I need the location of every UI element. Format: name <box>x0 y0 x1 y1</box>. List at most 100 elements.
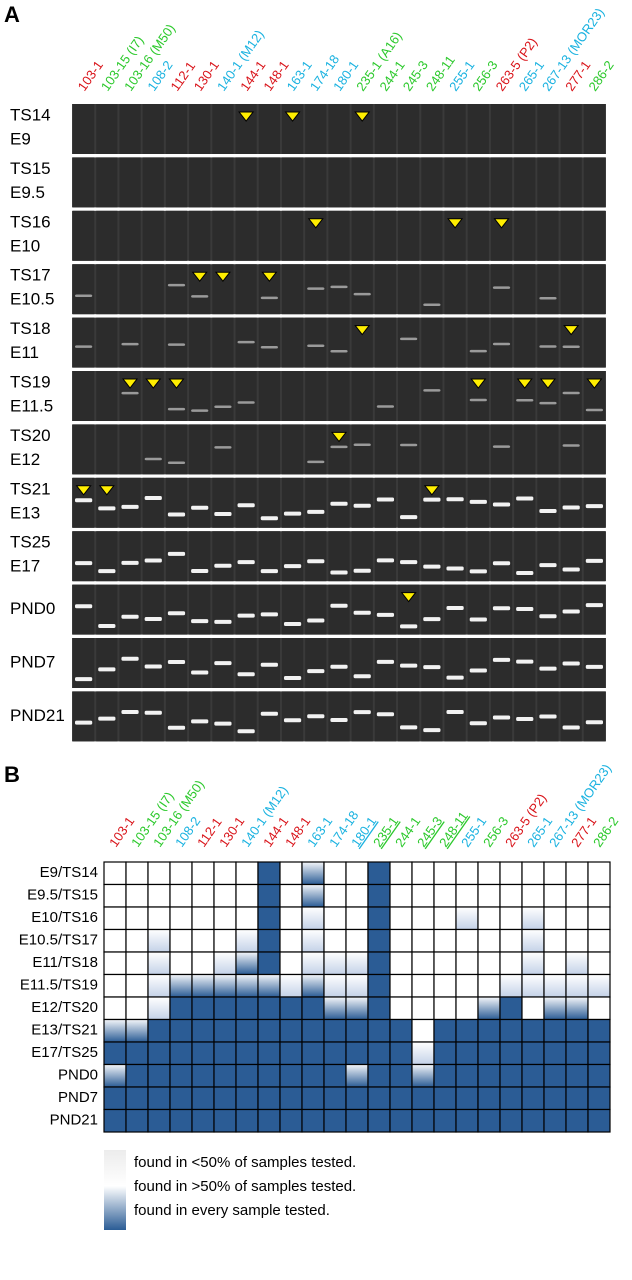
heatmap-cell <box>499 1018 523 1043</box>
row-label: TS15 <box>10 159 51 178</box>
heatmap-cell <box>345 1041 369 1066</box>
heatmap-cell <box>125 883 149 908</box>
gel-lane <box>444 210 466 261</box>
arrowhead <box>539 378 556 389</box>
heatmap-cell <box>587 928 611 953</box>
heatmap-cell <box>543 1086 567 1111</box>
gel-band <box>562 444 580 447</box>
heatmap-cell <box>587 1108 611 1133</box>
arrowhead <box>330 431 348 443</box>
gel-lane <box>467 157 489 208</box>
heatmap-cell <box>477 906 501 931</box>
gel-lane <box>444 371 466 421</box>
heatmap-cell <box>169 1041 193 1066</box>
gel-lane <box>235 477 257 528</box>
gel-lane <box>73 638 95 688</box>
gel-lane <box>328 104 350 154</box>
heatmap-cell <box>103 1108 127 1133</box>
arrowhead <box>214 271 231 283</box>
heatmap-cell <box>323 1018 347 1043</box>
gel-band <box>446 710 464 715</box>
gel-lane <box>73 104 95 154</box>
heatmap-cell <box>103 1063 127 1088</box>
gel-lane <box>142 371 164 421</box>
gel-lane <box>398 210 420 261</box>
heatmap-cell <box>433 1041 457 1066</box>
row-label: E11/TS18 <box>32 954 98 971</box>
gel-lane <box>560 210 582 261</box>
gel-lane <box>467 371 489 421</box>
gel-lane <box>421 424 443 475</box>
gel-lane <box>374 210 397 261</box>
heatmap-cell <box>147 861 171 886</box>
gel-band <box>237 560 255 565</box>
heatmap-cell <box>323 1063 347 1088</box>
heatmap-cell <box>455 861 479 886</box>
gel-lane <box>351 264 373 315</box>
gel-lane <box>514 210 536 261</box>
heatmap-cell <box>587 1041 611 1066</box>
gel-band <box>376 558 395 563</box>
gel-band <box>423 497 441 502</box>
heatmap-cell <box>565 883 589 908</box>
gel-band <box>214 619 232 624</box>
gel-lane <box>328 638 350 688</box>
gel-band <box>353 292 371 296</box>
heatmap-cell <box>411 1108 435 1133</box>
gel-band <box>353 503 371 508</box>
heatmap-cell <box>191 1086 215 1111</box>
gel-lane <box>374 264 397 315</box>
heatmap-cell <box>301 883 325 908</box>
gel-band <box>260 296 278 300</box>
gel-band <box>539 614 557 619</box>
gel-lane <box>351 638 373 688</box>
gel-lane <box>398 157 420 208</box>
gel-band <box>562 609 580 614</box>
heatmap-cell <box>257 1086 281 1111</box>
gel-lane <box>421 531 443 582</box>
gel-lane <box>119 638 141 688</box>
gel-band <box>260 711 278 716</box>
heatmap-cell <box>521 883 545 908</box>
heatmap-cell <box>169 996 193 1021</box>
heatmap-cell <box>257 951 281 976</box>
heatmap-cell <box>587 996 611 1021</box>
gel-band <box>121 504 139 509</box>
gel-band <box>214 661 232 666</box>
gel-lane <box>235 584 257 635</box>
heatmap-cell <box>103 973 127 998</box>
heatmap-cell <box>147 996 171 1021</box>
heatmap-cell <box>389 973 413 998</box>
arrowhead <box>261 271 278 283</box>
heatmap-cell <box>499 906 523 931</box>
gel-lane <box>165 424 188 475</box>
row-label: TS20 <box>10 426 51 445</box>
heatmap-cell <box>213 1086 237 1111</box>
heatmap-cell <box>147 883 171 908</box>
heatmap-cell <box>257 1018 281 1043</box>
gel-band <box>283 675 302 680</box>
gel-band <box>144 664 162 669</box>
gel-lane <box>398 477 420 528</box>
heatmap-cell <box>411 996 435 1021</box>
gel-band <box>167 461 186 465</box>
gel-lane <box>374 317 397 368</box>
heatmap-cell <box>191 1108 215 1133</box>
gel-band <box>376 497 395 502</box>
gel-lane <box>212 584 234 635</box>
gel-band <box>446 605 464 610</box>
heatmap-cell <box>521 861 545 886</box>
gel-lane <box>421 317 443 368</box>
heatmap-cell <box>125 1086 149 1111</box>
heatmap-cell <box>565 928 589 953</box>
heatmap-cell <box>367 906 391 931</box>
gel-lane <box>444 477 466 528</box>
row-label: TS17 <box>10 266 51 285</box>
heatmap-cell <box>411 1063 435 1088</box>
gel-lane <box>514 531 536 582</box>
heatmap-cell <box>587 1086 611 1111</box>
gel-band <box>539 714 557 719</box>
heatmap-cell <box>543 1108 567 1133</box>
gel-lane <box>583 584 605 635</box>
gel-band <box>121 614 139 619</box>
